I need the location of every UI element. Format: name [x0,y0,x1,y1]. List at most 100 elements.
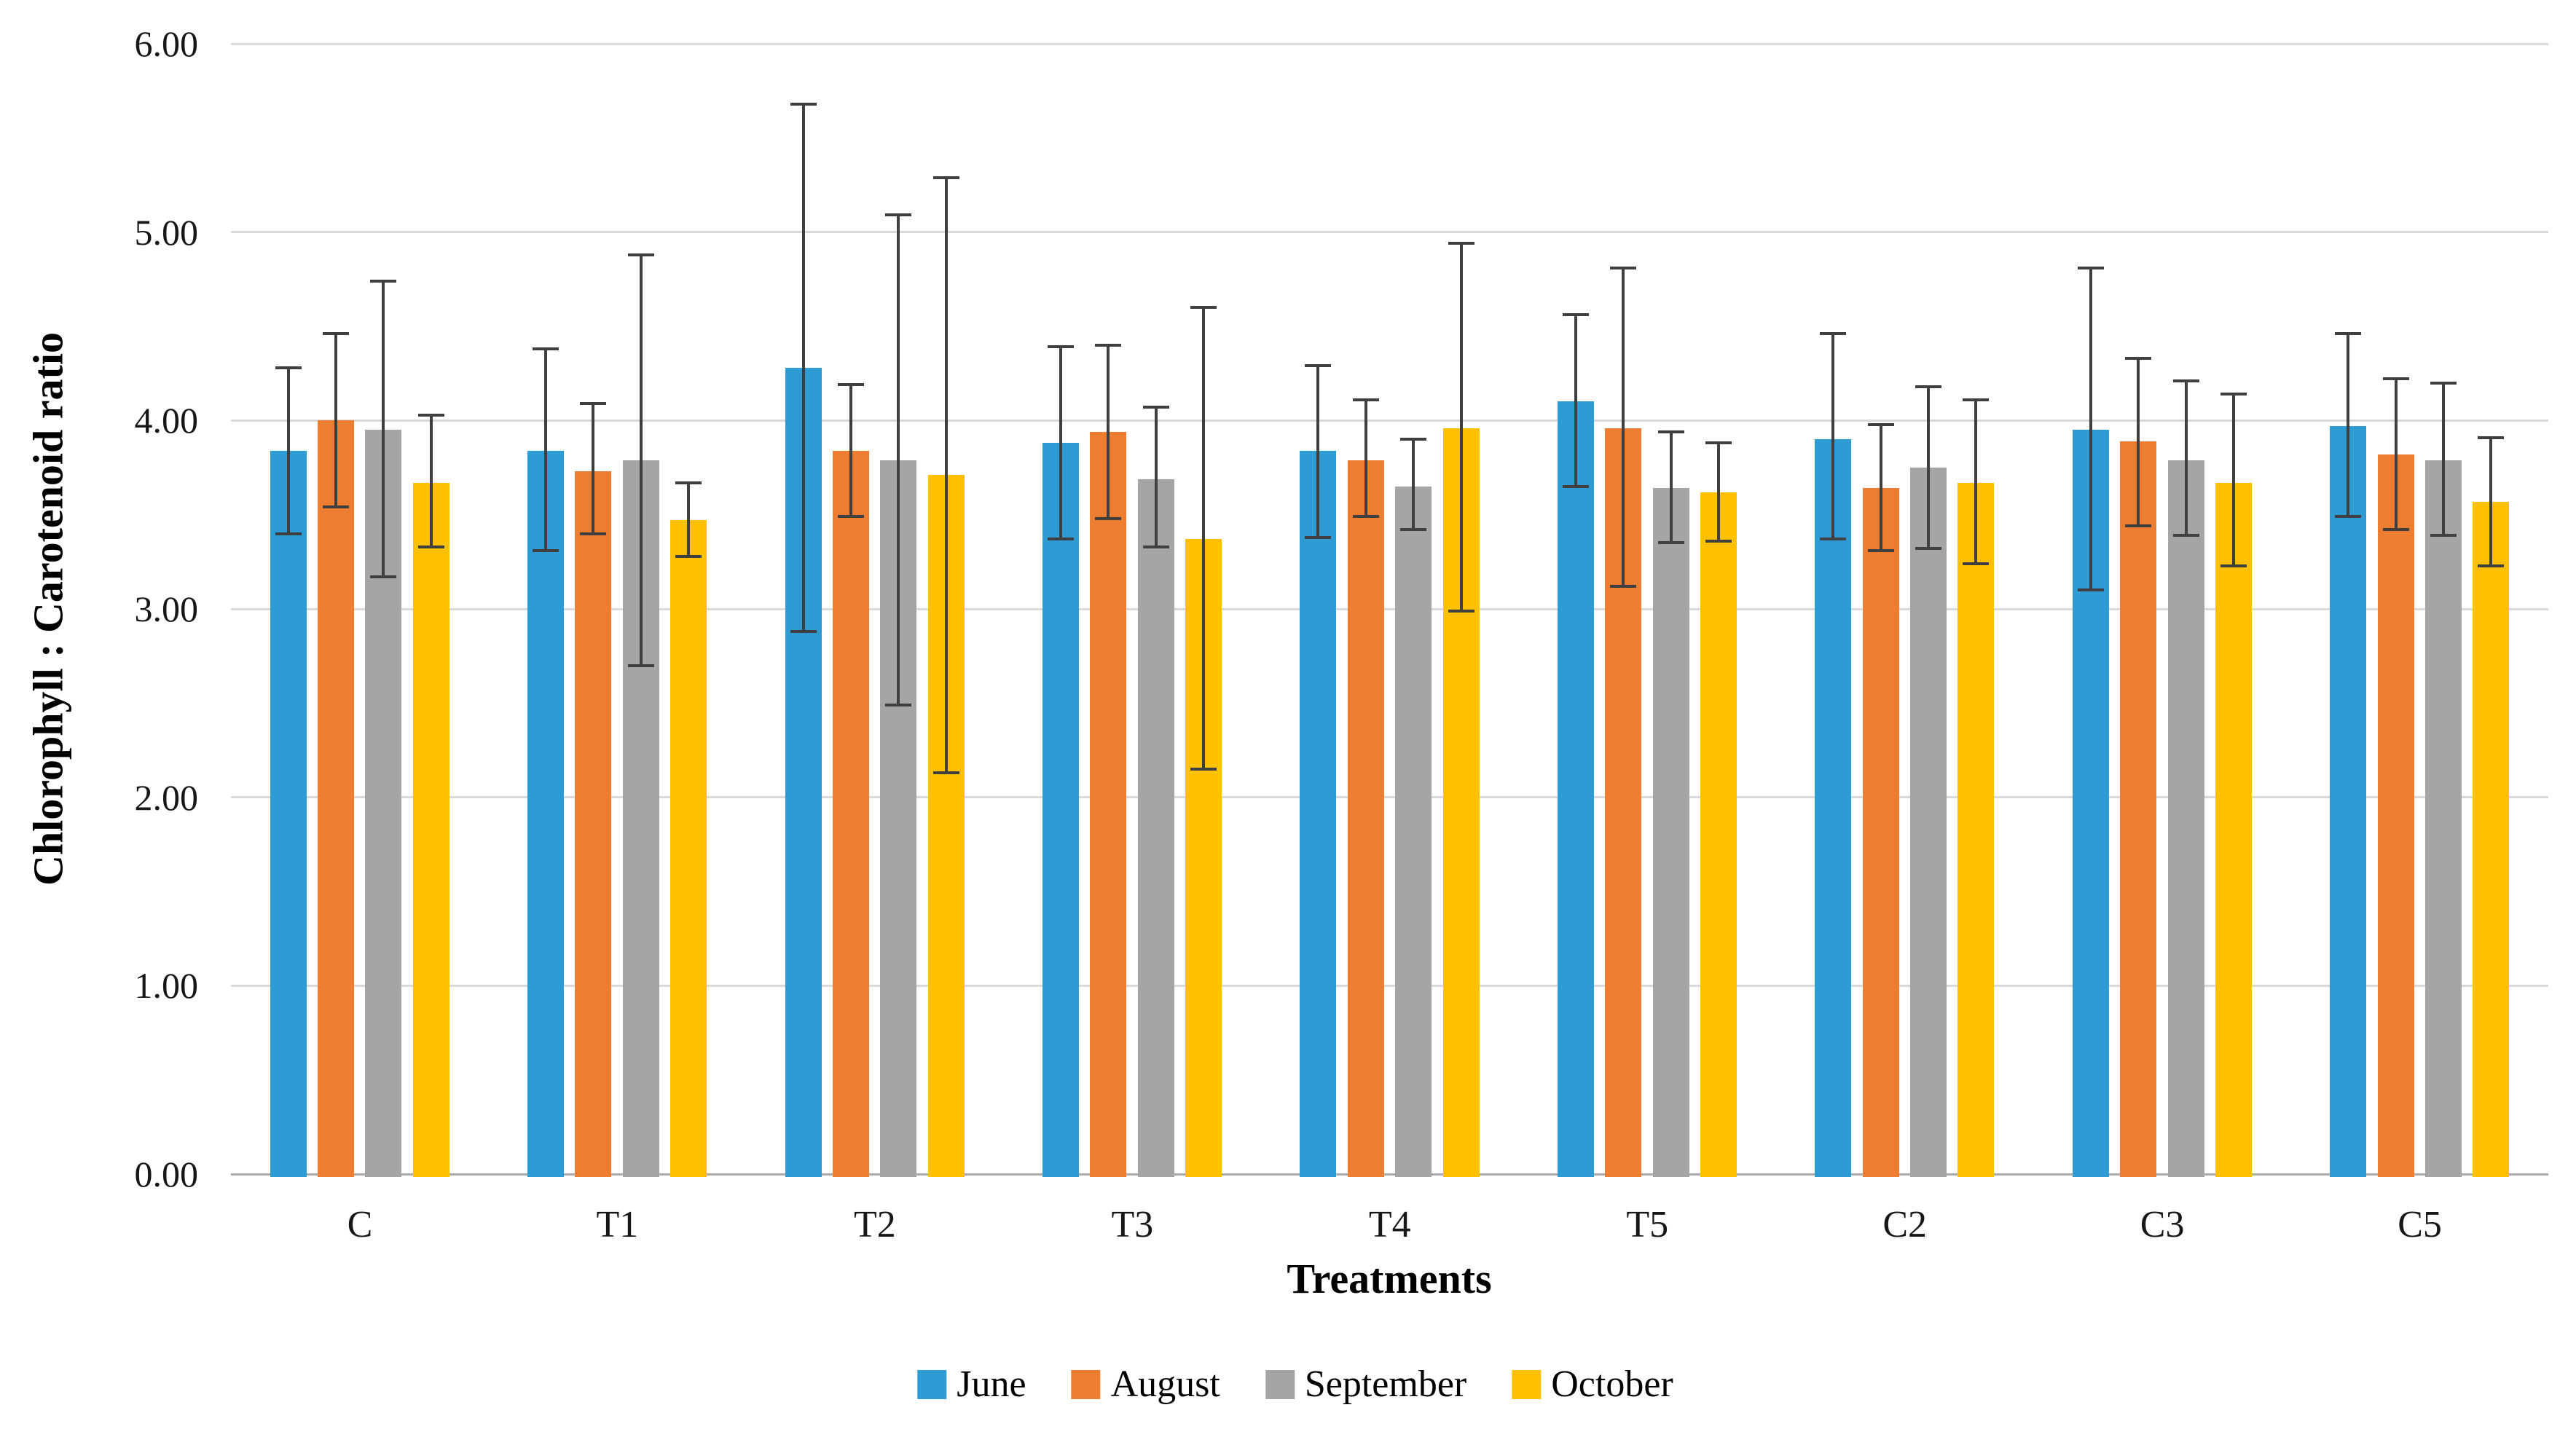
error-bar-line [944,177,948,773]
bar-october-T5 [1700,492,1737,1177]
legend-swatch-august [1071,1370,1101,1399]
error-bar-line [544,349,548,551]
gridline [231,796,2548,799]
y-tick-label: 4.00 [134,400,199,441]
error-bar-cap-bottom [1867,548,1894,552]
error-bar-cap-top [2172,379,2199,382]
error-bar-cap-bottom [885,703,912,706]
bar-june-C [270,450,307,1177]
error-bar-line [687,482,691,556]
error-bar-line [1154,407,1158,547]
error-bar-cap-bottom [275,532,302,535]
gridline [231,984,2548,987]
error-bar-line [849,385,852,517]
bar-june-T5 [1557,401,1594,1177]
error-bar-cap-top [1400,438,1427,441]
error-bar-line [592,403,595,534]
error-bar-cap-top [2077,266,2104,269]
error-bar-cap-top [837,383,864,387]
error-bar-cap-top [1657,430,1684,433]
error-bar-cap-bottom [1915,547,1942,551]
error-bar-cap-top [675,481,702,484]
error-bar-line [334,334,338,508]
error-bar-cap-top [1190,306,1217,310]
error-bar-cap-bottom [533,548,559,552]
bar-october-C5 [2473,501,2510,1177]
error-bar-cap-bottom [2430,534,2457,538]
error-bar-cap-top [417,413,444,417]
error-bar-line [2394,379,2398,530]
legend: June August September October [917,1363,1673,1406]
bar-september-T3 [1137,479,1174,1177]
error-bar-cap-top [1705,441,1732,445]
error-bar-cap-bottom [1190,767,1217,771]
error-bar-cap-bottom [1448,609,1474,613]
error-bar-cap-bottom [790,630,817,634]
error-bar-line [639,254,643,666]
error-bar-cap-bottom [1963,562,1990,565]
error-bar-cap-bottom [2478,564,2505,567]
error-bar-line [1831,334,1835,540]
error-bar-cap-bottom [932,771,959,775]
error-bar-cap-top [1047,345,1074,349]
legend-item-september: September [1265,1363,1466,1406]
y-tick-label: 1.00 [134,965,199,1007]
bar-august-T2 [832,450,869,1177]
bar-august-T4 [1347,460,1384,1177]
error-bar-cap-top [370,279,397,283]
error-bar-line [1412,439,1415,530]
error-bar-cap-bottom [2125,524,2152,528]
error-bar-cap-top [580,402,607,406]
bar-september-C5 [2424,460,2462,1177]
gridline [231,419,2548,422]
bar-august-C5 [2377,454,2414,1177]
bar-june-T3 [1042,443,1079,1177]
error-bar-cap-top [323,332,350,336]
error-bar-line [1927,386,1931,549]
error-bar-line [1059,347,1062,540]
error-bar-cap-top [790,102,817,106]
error-bar-cap-top [1915,385,1942,388]
bar-june-T4 [1300,450,1337,1177]
error-bar-cap-bottom [1142,545,1169,548]
legend-label-june: June [957,1363,1026,1405]
error-bar-cap-bottom [2382,528,2409,532]
y-tick-label: 0.00 [134,1154,199,1194]
error-bar-line [2184,381,2188,536]
error-bar-line [2137,358,2140,527]
error-bar-cap-bottom [627,664,654,667]
bar-september-C3 [2167,460,2204,1177]
error-bar-cap-top [1867,422,1894,426]
error-bar-cap-bottom [323,505,350,509]
gridline [231,231,2548,234]
error-bar-line [1974,399,1978,564]
x-axis-title: Treatments [1287,1255,1492,1302]
error-bar-line [1364,399,1367,517]
bar-august-T1 [575,471,612,1177]
error-bar-line [1107,345,1110,519]
x-tick-label-C2: C2 [1882,1204,1927,1245]
bar-september-C2 [1910,468,1947,1177]
error-bar-cap-bottom [837,515,864,519]
error-bar-line [1879,424,1882,551]
error-bar-cap-top [533,347,559,351]
error-bar-line [2489,437,2493,566]
error-bar-line [1669,431,1673,543]
error-bar-cap-top [1820,332,1847,336]
bar-october-T1 [670,520,707,1177]
bar-august-C3 [2120,441,2157,1177]
error-bar-cap-top [1352,398,1379,401]
error-bar-cap-top [932,176,959,179]
bar-june-C2 [1815,439,1852,1177]
error-bar-cap-bottom [370,575,397,579]
error-bar-cap-bottom [1352,515,1379,519]
error-bar-cap-bottom [1610,584,1637,588]
error-bar-line [1316,366,1320,538]
legend-item-october: October [1512,1363,1673,1406]
error-bar-cap-bottom [2220,564,2247,567]
error-bar-cap-bottom [1047,538,1074,541]
error-bar-cap-bottom [2077,588,2104,592]
error-bar-cap-bottom [1705,539,1732,543]
error-bar-cap-top [1142,406,1169,409]
